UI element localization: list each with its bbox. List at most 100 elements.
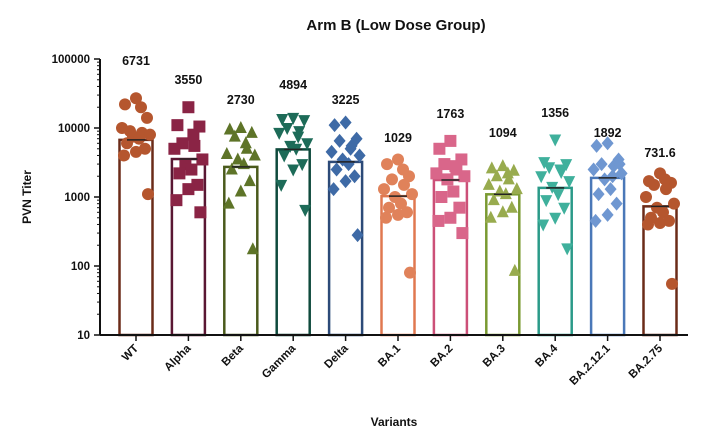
data-point [182,101,195,114]
data-point [482,177,495,190]
data-point [278,150,291,163]
x-tick-label: Delta [322,342,351,371]
data-point [444,211,457,224]
data-point [330,162,343,177]
data-point [141,111,153,124]
data-point [613,157,626,172]
data-point [237,157,250,170]
data-point [225,162,238,175]
data-point [118,149,130,162]
x-tick-label: Gamma [260,342,299,381]
data-point [401,206,413,219]
data-point [130,92,142,105]
data-point [342,157,355,172]
data-point [590,138,603,153]
data-point [287,112,300,125]
value-label: 2730 [227,93,255,107]
data-point [281,123,294,135]
data-point [193,120,206,133]
data-point [246,242,259,255]
data-point [561,243,574,256]
y-tick-label: 10 [77,330,90,342]
data-point [430,167,443,180]
data-point [325,144,338,159]
data-point [587,162,600,177]
value-label: 1356 [541,106,569,120]
data-point [438,158,451,171]
data-point [378,183,390,196]
data-point [119,98,131,111]
data-point [168,142,181,155]
data-point [659,173,671,186]
bar [275,148,311,337]
data-point [392,208,404,221]
data-point [273,127,286,140]
data-point [668,197,680,210]
bar [118,138,154,337]
data-point [231,152,244,165]
data-point [595,157,608,172]
data-point [563,176,576,189]
data-point [223,122,236,135]
data-point [589,213,602,228]
data-point [456,227,469,240]
y-axis: 10 100 1000 10000 100000 [52,54,101,342]
value-label: 3550 [174,73,202,87]
data-point [485,161,498,174]
data-point [487,193,500,206]
x-tick-label: BA.3 [481,343,508,370]
data-point [666,277,678,290]
data-point [606,169,619,184]
x-tick-label: BA.1 [376,342,403,369]
data-point [339,115,352,130]
x-tick-label: Beta [220,342,247,369]
data-point [458,170,471,183]
data-point [640,191,652,203]
y-axis-label: PVN Titer [20,170,34,224]
data-point [130,145,142,158]
value-label: 1892 [594,126,622,140]
data-point [510,182,523,195]
data-point [187,128,200,141]
data-point [116,122,128,134]
x-tick-label: BA.2.75 [627,342,666,381]
data-point [243,174,256,187]
value-label: 3225 [332,93,360,107]
data-point [484,210,497,223]
data-point [276,114,289,127]
data-point [663,214,675,227]
data-point [496,205,509,218]
data-point [248,148,261,161]
data-point [220,146,233,159]
data-point [543,162,556,175]
data-point [502,172,515,185]
x-tick-label: BA.2.12.1 [568,342,614,388]
data-point [144,128,156,141]
data-point [383,201,395,214]
data-point [592,187,605,202]
data-point [404,266,416,279]
data-point [328,118,341,133]
data-point [142,188,154,201]
y-tick-label: 100 [71,261,90,273]
value-label: 1763 [436,107,464,121]
data-point [245,125,258,138]
data-point [194,206,207,219]
data-points [116,92,680,290]
data-point [188,139,201,152]
bars [118,138,678,337]
data-point [552,189,565,202]
data-point [453,201,466,214]
data-point [610,196,623,211]
value-label: 6731 [122,54,150,68]
data-point [549,212,562,225]
data-point [444,134,457,147]
data-point [540,195,553,208]
data-point [537,219,550,232]
data-point [601,136,614,151]
data-point [327,182,340,197]
data-point [182,183,195,196]
data-point [398,178,410,191]
data-point [604,182,617,197]
data-point [496,159,509,172]
